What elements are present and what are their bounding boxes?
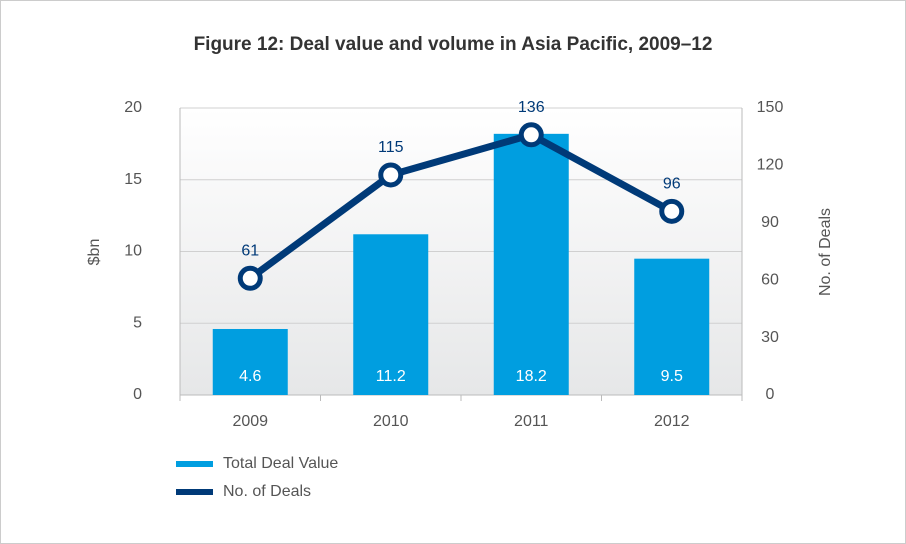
bar: [493, 133, 569, 395]
x-tick-label: 2010: [373, 413, 409, 430]
bar-value-label: 9.5: [661, 368, 683, 385]
bar: [634, 258, 710, 395]
bar-value-label: 11.2: [376, 368, 406, 385]
y2-tick-label: 120: [757, 157, 784, 174]
legend-label: No. of Deals: [223, 483, 311, 500]
y-axis-label: $bn: [86, 239, 103, 266]
line-marker: [378, 162, 404, 188]
x-tick-label: 2011: [514, 413, 549, 430]
y2-tick-label: 30: [761, 329, 779, 346]
line-value-label: 96: [663, 176, 681, 193]
line-marker: [518, 122, 544, 148]
bar-value-label: 4.6: [239, 368, 261, 385]
y-tick-label: 0: [133, 386, 142, 403]
line-marker: [237, 265, 263, 291]
y2-tick-label: 90: [761, 214, 779, 231]
y-tick-label: 15: [124, 171, 142, 188]
y2-tick-label: 0: [766, 386, 775, 403]
line-value-label: 136: [518, 99, 545, 116]
bar: [212, 328, 288, 395]
y-tick-label: 5: [133, 314, 142, 331]
line-marker: [659, 198, 685, 224]
chart-title: Figure 12: Deal value and volume in Asia…: [194, 34, 713, 55]
y2-tick-label: 60: [761, 271, 779, 288]
bar-value-label: 18.2: [516, 368, 547, 385]
x-tick-label: 2009: [232, 413, 268, 430]
line-value-label: 61: [241, 243, 259, 260]
x-tick-label: 2012: [654, 413, 690, 430]
y2-axis-label: No. of Deals: [817, 208, 834, 296]
line-value-label: 115: [378, 139, 404, 156]
y2-tick-label: 150: [757, 99, 784, 116]
bar: [353, 234, 429, 395]
y-tick-label: 20: [124, 99, 142, 116]
y-tick-label: 10: [124, 243, 142, 260]
legend-label: Total Deal Value: [223, 455, 338, 472]
line: [248, 131, 674, 282]
